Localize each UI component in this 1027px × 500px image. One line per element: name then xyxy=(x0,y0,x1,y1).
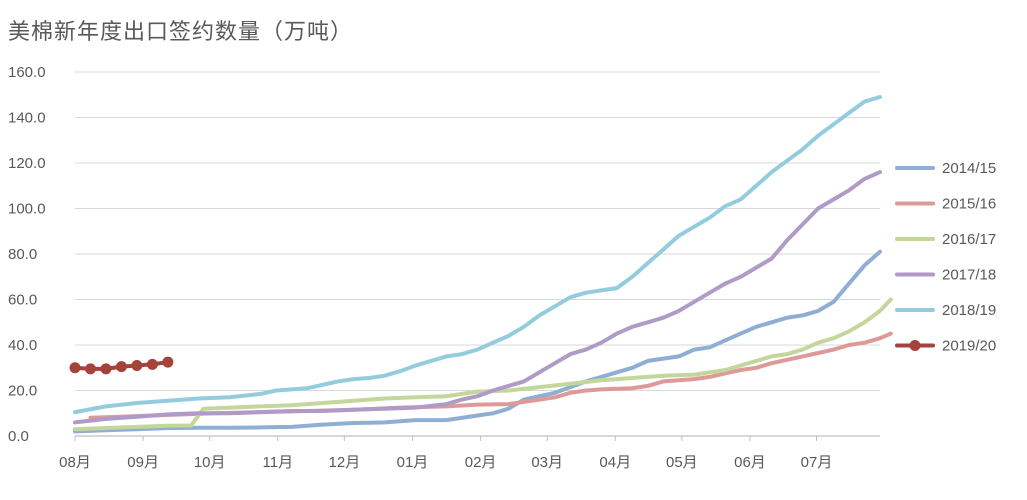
series-point-2019-20 xyxy=(162,356,174,368)
series-group xyxy=(69,95,893,434)
y-axis: 0.0 20.0 40.0 60.0 80.0 100.0 120.0 140.0 160.0 xyxy=(8,64,46,445)
series-line-2016-17 xyxy=(73,297,893,432)
grid-lines xyxy=(75,71,880,391)
x-tick-label: 06月 xyxy=(734,454,766,471)
y-tick-label: 120.0 xyxy=(8,155,46,172)
x-axis: 08月 09月 10月 11月 12月 01月 02月 03月 04月 05月 06月 07月 xyxy=(59,435,880,471)
x-tick-label: 09月 xyxy=(127,454,159,471)
chart-title: 美棉新年度出口签约数量（万吨） xyxy=(8,20,354,45)
x-tick-label: 02月 xyxy=(465,454,497,471)
y-tick-label: 20.0 xyxy=(8,383,37,400)
series-line-2018-19 xyxy=(73,95,882,415)
legend-marker xyxy=(909,340,921,351)
legend-label: 2014/15 xyxy=(942,160,996,177)
y-tick-label: 60.0 xyxy=(8,292,37,309)
series-line-2017-18 xyxy=(73,170,882,425)
series-point-2019-20 xyxy=(100,363,112,375)
legend-label: 2016/17 xyxy=(942,231,996,248)
x-tick-label: 01月 xyxy=(397,454,429,471)
x-tick-label: 10月 xyxy=(194,454,226,471)
y-tick-label: 140.0 xyxy=(8,110,46,127)
series-point-2019-20 xyxy=(115,361,127,373)
y-tick-label: 0.0 xyxy=(8,428,29,445)
x-tick-label: 12月 xyxy=(329,454,361,471)
y-tick-label: 80.0 xyxy=(8,246,37,263)
x-tick-label: 03月 xyxy=(531,454,563,471)
y-tick-label: 100.0 xyxy=(8,201,46,218)
legend-label: 2019/20 xyxy=(942,338,996,355)
x-tick-label: 11月 xyxy=(263,454,294,471)
legend-label: 2018/19 xyxy=(942,302,996,319)
legend-label: 2015/16 xyxy=(942,196,996,213)
y-tick-label: 160.0 xyxy=(8,64,46,81)
legend-label: 2017/18 xyxy=(942,267,996,284)
series-point-2019-20 xyxy=(69,362,81,374)
series-point-2019-20 xyxy=(84,363,96,375)
x-tick-label: 08月 xyxy=(59,454,91,471)
x-tick-label: 04月 xyxy=(599,454,631,471)
x-tick-label: 07月 xyxy=(801,454,833,471)
series-line-2015-16 xyxy=(88,331,893,420)
legend: 2014/15 2015/16 2016/17 2017/18 2018/19 2019/… xyxy=(895,160,996,355)
series-point-2019-20 xyxy=(146,358,158,370)
x-tick-label: 05月 xyxy=(666,454,698,471)
y-tick-label: 40.0 xyxy=(8,337,37,354)
series-point-2019-20 xyxy=(131,359,143,371)
